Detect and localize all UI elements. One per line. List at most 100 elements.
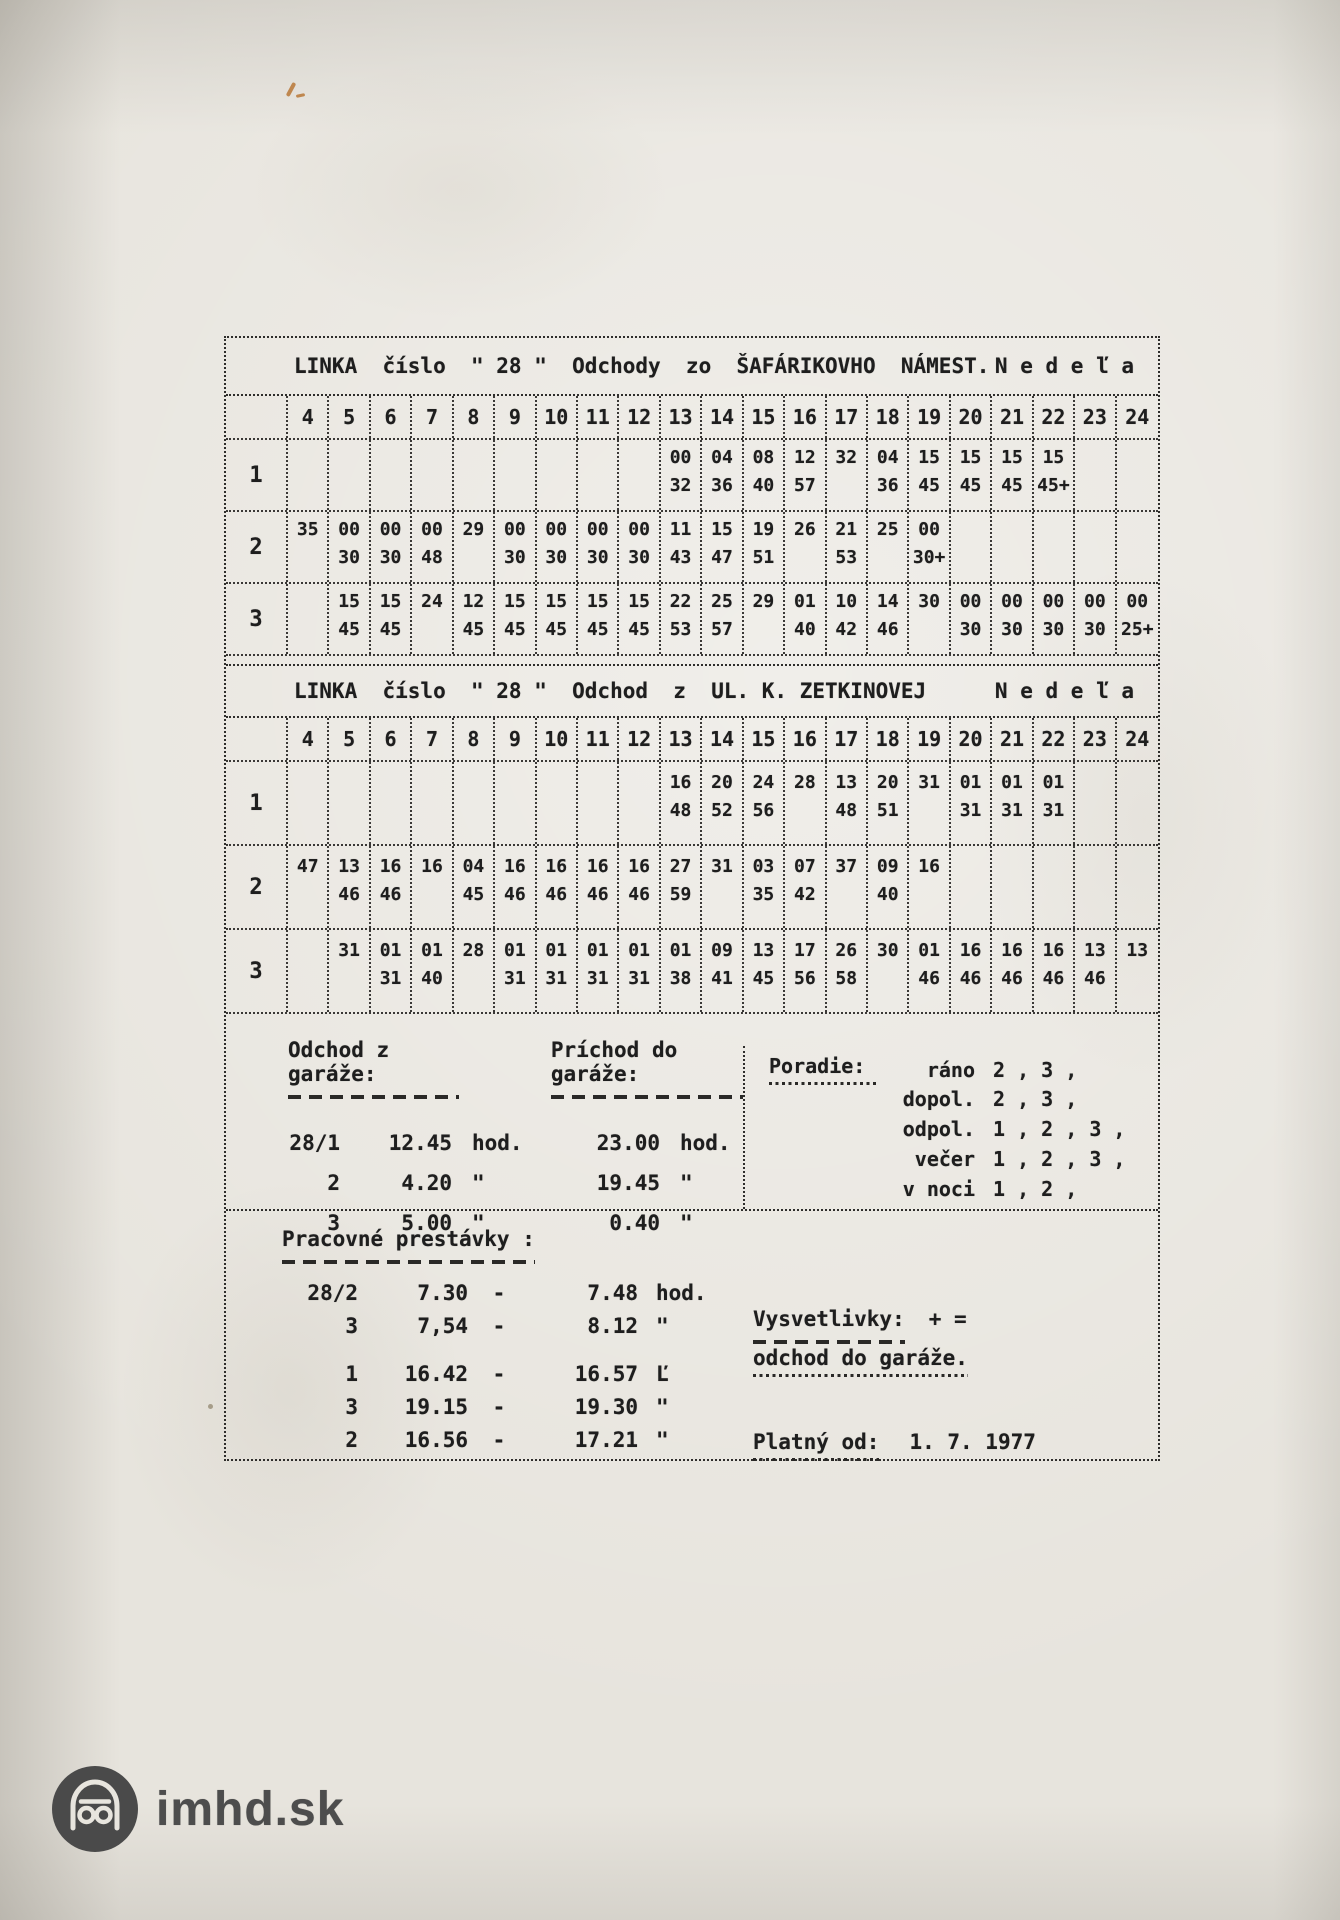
minutes-bottom bbox=[1117, 544, 1158, 572]
hour-header: 20 bbox=[951, 396, 993, 438]
breaks-section: Pracovné prestávky : 28/2 7.30-7.48 hod. 3 7… bbox=[226, 1211, 1158, 1462]
minutes-top: 00 bbox=[1126, 591, 1149, 612]
minutes-bottom bbox=[454, 965, 493, 993]
garage-section: Odchod z garáže: Príchod do garáže: 28/1… bbox=[226, 1014, 1158, 1235]
timetable-cell: 15 45 bbox=[619, 584, 661, 654]
minutes-bottom bbox=[537, 472, 576, 500]
poradie-period: odpol. bbox=[902, 1117, 975, 1141]
garage-out-heading: Odchod z garáže: bbox=[288, 1038, 459, 1101]
timetable-cell: 00 30 bbox=[619, 512, 661, 582]
minutes-bottom: 46 bbox=[504, 884, 526, 905]
minutes-bottom bbox=[1117, 881, 1158, 909]
minutes-bottom bbox=[827, 472, 866, 500]
hour-header: 21 bbox=[992, 396, 1034, 438]
minutes-top: 04 bbox=[711, 447, 733, 468]
timetable-cell: 13 46 bbox=[329, 846, 371, 928]
minutes-bottom: 30 bbox=[628, 547, 650, 568]
validity-label: Platný od: bbox=[753, 1430, 880, 1462]
garage-unit: 28/1 bbox=[289, 1131, 340, 1155]
timetable-cell: 25 bbox=[868, 512, 910, 582]
break-unit: 2 bbox=[345, 1427, 358, 1452]
legend-text: odchod do garáže. bbox=[753, 1346, 968, 1378]
minutes-bottom: 40 bbox=[794, 619, 816, 640]
minutes-bottom bbox=[412, 881, 451, 909]
break-row: 3 7,54- 8.12 " bbox=[282, 1309, 753, 1342]
timetable-cell: 11 43 bbox=[661, 512, 703, 582]
minutes-top bbox=[537, 444, 576, 472]
timetable-cell: 15 45+ bbox=[1034, 440, 1076, 510]
hour-header: 7 bbox=[412, 718, 454, 760]
timetable-cell: 00 30 bbox=[1075, 584, 1117, 654]
timetable-cell: 16 48 bbox=[661, 762, 703, 844]
timetable-cell: 00 25+ bbox=[1117, 584, 1158, 654]
timetable-cell: 01 31 bbox=[619, 930, 661, 1012]
timetable-cell: 31 bbox=[909, 762, 951, 844]
minutes-bottom: 45 bbox=[959, 475, 982, 496]
timetable-cell: 01 31 bbox=[578, 930, 620, 1012]
minutes-top bbox=[288, 937, 327, 965]
garage-in-time: 23.00 bbox=[596, 1131, 660, 1155]
minutes-bottom: 53 bbox=[835, 547, 858, 568]
minutes-bottom: 32 bbox=[669, 475, 692, 496]
minutes-top: 08 bbox=[752, 447, 775, 468]
timetable-cell: 00 30+ bbox=[909, 512, 951, 582]
timetable-cell: 30 bbox=[909, 584, 951, 654]
minutes-bottom bbox=[1034, 544, 1073, 572]
minutes-top: 01 bbox=[628, 940, 650, 961]
timetable-cell bbox=[371, 762, 413, 844]
minutes-bottom bbox=[1117, 472, 1158, 500]
minutes-bottom bbox=[992, 544, 1031, 572]
minutes-top bbox=[1117, 853, 1158, 881]
minutes-bottom bbox=[288, 544, 327, 572]
timetable-cell: 20 52 bbox=[702, 762, 744, 844]
timetable-cell: 16 bbox=[412, 846, 454, 928]
minutes-top: 37 bbox=[835, 856, 858, 877]
minutes-bottom: 46 bbox=[379, 884, 402, 905]
imhd-logo: imhd.sk bbox=[50, 1764, 344, 1854]
minutes-bottom: 36 bbox=[876, 475, 899, 496]
timetable-cell: 31 bbox=[702, 846, 744, 928]
minutes-bottom: 30 bbox=[959, 619, 982, 640]
timetable-cell bbox=[288, 762, 330, 844]
timetable-cell: 16 46 bbox=[495, 846, 537, 928]
minutes-bottom: 45+ bbox=[1037, 475, 1070, 496]
minutes-top: 16 bbox=[1001, 940, 1023, 961]
timetable-cell: 37 bbox=[827, 846, 868, 928]
minutes-bottom: 30 bbox=[586, 547, 609, 568]
break-unit: 3 bbox=[345, 1313, 358, 1338]
minutes-bottom bbox=[1075, 472, 1114, 500]
minutes-top: 01 bbox=[959, 772, 982, 793]
timetable-cell: 00 30 bbox=[578, 512, 620, 582]
minutes-top: 00 bbox=[1001, 591, 1023, 612]
minutes-top: 20 bbox=[876, 772, 899, 793]
timetable-cell: 01 31 bbox=[992, 762, 1034, 844]
timetable-safarikovo-namestie: 4 5 6 7 8 9 10 11 12 13 14 15 16 17 18 19 20 21 22 23 24 1 00 3… bbox=[226, 396, 1158, 656]
timetable-cell bbox=[371, 440, 413, 510]
timetable-cell: 16 46 bbox=[992, 930, 1034, 1012]
minutes-top bbox=[1075, 444, 1114, 472]
timetable-cell: 09 40 bbox=[868, 846, 910, 928]
minutes-top: 15 bbox=[628, 591, 650, 612]
timetable-cell bbox=[454, 762, 496, 844]
timetable-cell: 12 57 bbox=[785, 440, 827, 510]
minutes-bottom: 36 bbox=[711, 475, 733, 496]
row-label: 2 bbox=[226, 512, 288, 582]
timetable-cell: 01 31 bbox=[537, 930, 578, 1012]
minutes-bottom bbox=[412, 472, 451, 500]
break-to: 16.57 bbox=[574, 1361, 638, 1386]
break-to: 19.30 bbox=[574, 1394, 638, 1419]
minutes-top bbox=[329, 444, 368, 472]
timetable-cell: 14 46 bbox=[868, 584, 910, 654]
hour-header: 8 bbox=[454, 396, 496, 438]
hour-header: 11 bbox=[578, 396, 620, 438]
minutes-bottom bbox=[495, 472, 534, 500]
hour-header: 10 bbox=[537, 396, 578, 438]
minutes-top bbox=[329, 769, 368, 797]
minutes-bottom bbox=[329, 472, 368, 500]
minutes-top bbox=[1117, 769, 1158, 797]
minutes-bottom: 45 bbox=[586, 619, 609, 640]
minutes-top: 15 bbox=[1042, 447, 1065, 468]
timetable-cell: 03 35 bbox=[744, 846, 786, 928]
timetable-cell: 12 45 bbox=[454, 584, 496, 654]
minutes-bottom: 47 bbox=[711, 547, 733, 568]
